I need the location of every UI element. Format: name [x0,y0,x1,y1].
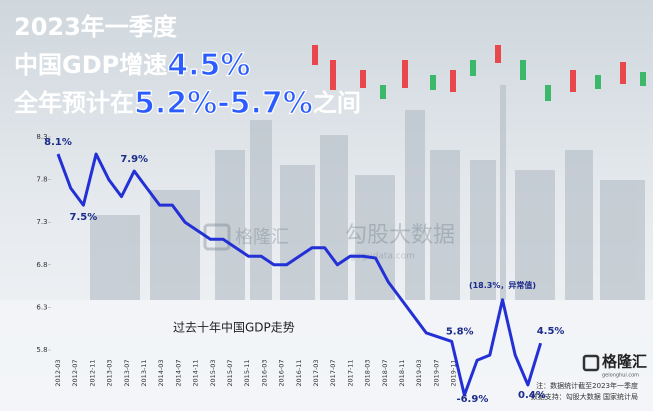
annotation: 8.1% [44,137,72,148]
title-highlight: 4.5% [167,48,250,83]
watermark-text: 勾股大数据 [345,223,455,248]
title-text: 全年预计在 [13,89,134,117]
watermark-text: gogudata.com [350,252,415,262]
x-tick-label: 2015-11 [243,359,251,386]
note: 数据支持：勾股大数据 国家统计局 [531,392,638,401]
logo-icon [582,354,600,372]
annotation: 7.5% [70,212,98,223]
x-tick-label: 2018-11 [398,359,406,386]
title-line: 中国GDP增速4.5% [14,48,250,83]
annotation: -6.9% [456,394,488,405]
y-tick-label: 5.8 [36,346,47,354]
x-tick-label: 2016-03 [260,359,268,386]
x-tick-label: 2018-07 [381,359,389,386]
x-tick-label: 2013-03 [106,359,114,386]
city-skyline [90,85,645,300]
x-tick-label: 2015-03 [209,359,217,386]
line [56,152,543,397]
title-line: 2023年一季度 [14,13,178,41]
x-tick-label: 2013-11 [140,359,148,386]
x-tick-label: 2016-07 [278,359,286,386]
x-tick-label: 2012-11 [88,359,96,386]
x-tick-label: 2019-11 [450,359,458,386]
x-tick-label: 2012-03 [54,359,62,386]
annotation: (18.3%，异常值) [469,280,536,290]
annotation: 7.9% [120,154,148,165]
x-tick-label: 2017-11 [346,359,354,386]
x-tick-label: 2019-07 [432,359,440,386]
chart-subtitle: 过去十年中国GDP走势 [173,320,295,335]
x-tick-label: 2018-03 [364,359,372,386]
y-tick-label: 7.3 [36,218,47,226]
x-tick-label: 2016-11 [295,359,303,386]
watermark-text: 格隆汇 [235,227,289,248]
title-text: 之间 [313,89,361,117]
x-tick-label: 2013-07 [123,359,131,386]
y-tick-label: 8.3 [36,133,47,141]
logo: 格隆汇 [602,353,647,371]
x-tick-label: 2017-07 [329,359,337,386]
x-tick-label: 2017-03 [312,359,320,386]
x-tick-label: 2014-07 [174,359,182,386]
x-tick-label: 2019-03 [415,359,423,386]
x-tick-label: 2012-07 [71,359,79,386]
y-tick-label: 7.8 [36,176,47,184]
x-tick-label: 2014-11 [192,359,200,386]
logo-sub: gelonghui.com [602,373,639,379]
note: 注：数据统计截至2023年一季度 [536,381,638,390]
watermark: 格隆汇 勾股大数据 gogudata.com [203,223,455,262]
title-text: 中国GDP增速 [14,51,167,79]
title-text: 2023年一季度 [14,13,178,41]
y-tick-label: 6.3 [36,303,47,311]
candlestick-decoration [312,45,646,101]
annotation: 5.8% [446,326,474,337]
annotation: 0.4% [518,390,546,401]
bottom-fade [0,300,653,411]
x-tick-label: 2014-03 [157,359,165,386]
y-tick-label: 6.8 [36,261,47,269]
title-highlight: 5.2%-5.7% [134,86,313,121]
x-tick-label: 2015-07 [226,359,234,386]
annotation: 4.5% [537,326,565,337]
title-line: 全年预计在5.2%-5.7%之间 [13,86,361,121]
